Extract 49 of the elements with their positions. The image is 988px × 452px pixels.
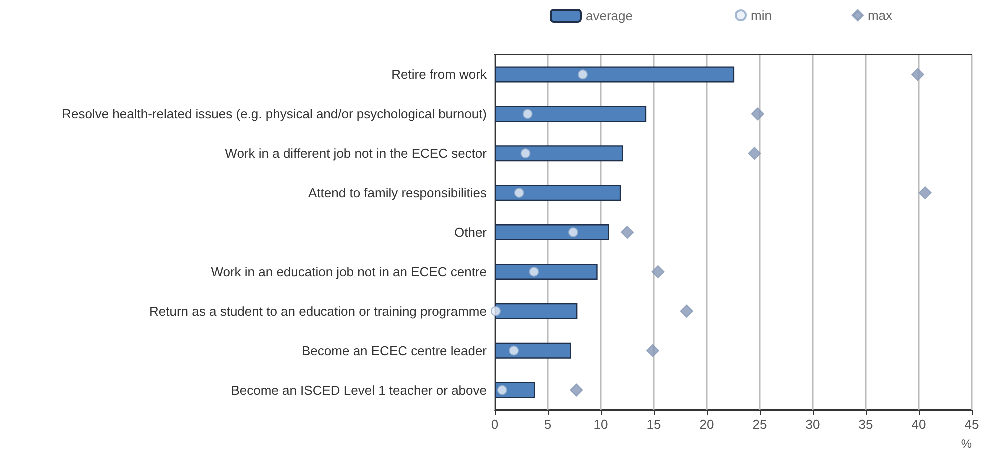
x-tick-label: 0 [491, 417, 499, 432]
bar [495, 106, 647, 122]
x-axis-title: % [961, 437, 972, 451]
point [522, 109, 533, 120]
point [680, 304, 694, 318]
y-tick-label: Become an ISCED Level 1 teacher or above [231, 382, 487, 398]
point [491, 306, 502, 316]
x-tick-label: 30 [806, 417, 820, 432]
legend-label: average [586, 8, 633, 24]
y-tick-label: Work in an education job not in an ECEC centre [211, 264, 487, 280]
point [520, 148, 531, 159]
x-tick-label: 45 [964, 417, 980, 432]
x-tick-label: 5 [544, 417, 552, 432]
point [578, 70, 588, 80]
y-tick-label: Return as a student to an education or training programme [150, 304, 487, 319]
y-tick-label: Attend to family responsibilities [308, 186, 488, 201]
x-tick-label: 35 [858, 417, 874, 432]
bar [495, 342, 572, 359]
point [529, 266, 540, 277]
point [570, 384, 584, 397]
point [621, 226, 634, 239]
x-tick-label: 25 [752, 417, 768, 432]
bar [495, 264, 598, 280]
legend-label: max [868, 8, 894, 23]
y-tick-label: Retire from work [392, 67, 488, 82]
y-tick-label: Resolve health-related issues (e.g. physical and/or psychological burnout) [62, 106, 487, 122]
point [751, 108, 764, 121]
bar [495, 303, 578, 320]
point [652, 265, 665, 278]
point [911, 68, 924, 82]
bar [495, 185, 622, 202]
point [646, 344, 660, 358]
bar [495, 146, 624, 162]
y-tick-label: Work in a different job not in the ECEC sector [225, 146, 488, 162]
x-tick-label: 10 [594, 417, 608, 432]
point [509, 346, 520, 356]
point [748, 147, 762, 160]
point [497, 385, 508, 396]
point [514, 188, 524, 198]
y-tick-label: Become an ECEC centre leader [302, 343, 488, 358]
legend-label: min [751, 8, 772, 23]
bar [495, 224, 610, 240]
y-tick-label: Other [454, 225, 488, 240]
point [568, 228, 578, 238]
x-tick-label: 40 [912, 417, 926, 432]
point [918, 186, 932, 200]
x-tick-label: 15 [646, 417, 662, 432]
x-tick-label: 20 [700, 417, 714, 432]
bar [495, 66, 735, 83]
